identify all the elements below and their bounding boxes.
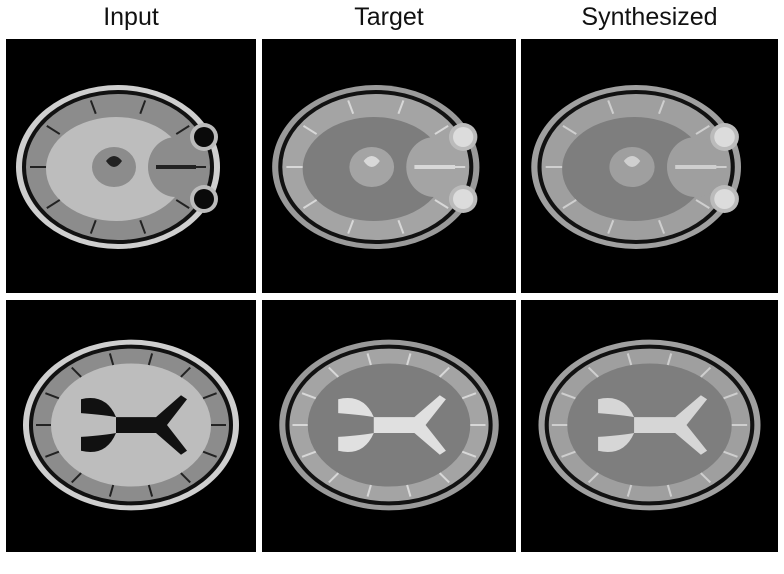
brain-mri-image xyxy=(272,85,480,249)
column-title-synthesized: Synthesized xyxy=(581,3,718,31)
brain-mri-image xyxy=(23,339,239,511)
column-title-input: Input xyxy=(103,3,159,31)
mri-cell-target-row1 xyxy=(262,39,516,293)
mri-cell-input-row2 xyxy=(6,300,256,552)
brain-mri-image xyxy=(538,339,761,511)
mri-cell-synth-row2 xyxy=(521,300,778,552)
brain-mri-image xyxy=(279,339,499,511)
brain-mri-image xyxy=(16,85,220,249)
mri-cell-target-row2 xyxy=(262,300,516,552)
mri-cell-synth-row1 xyxy=(521,39,778,293)
brain-mri-image xyxy=(531,85,741,249)
mri-cell-input-row1 xyxy=(6,39,256,293)
column-title-target: Target xyxy=(354,3,424,31)
